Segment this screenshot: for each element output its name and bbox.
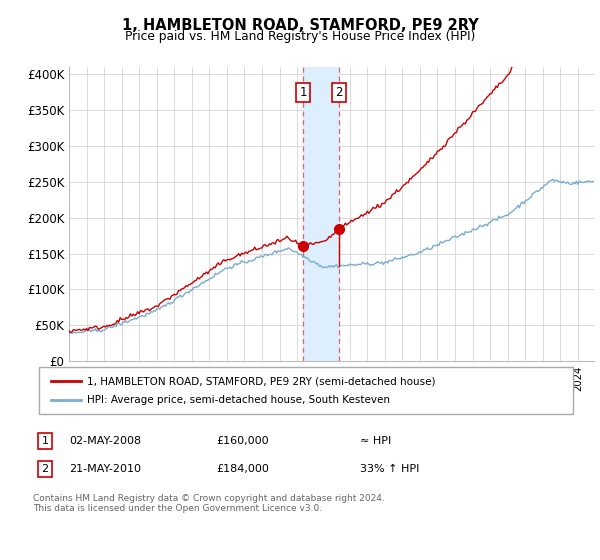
Text: 1, HAMBLETON ROAD, STAMFORD, PE9 2RY (semi-detached house): 1, HAMBLETON ROAD, STAMFORD, PE9 2RY (se…: [87, 376, 436, 386]
Text: HPI: Average price, semi-detached house, South Kesteven: HPI: Average price, semi-detached house,…: [87, 395, 390, 405]
Text: ≈ HPI: ≈ HPI: [360, 436, 391, 446]
Text: £160,000: £160,000: [216, 436, 269, 446]
Text: 2: 2: [41, 464, 49, 474]
Bar: [303, 67, 339, 361]
Text: £184,000: £184,000: [216, 464, 269, 474]
Text: 1: 1: [41, 436, 49, 446]
Text: Price paid vs. HM Land Registry's House Price Index (HPI): Price paid vs. HM Land Registry's House …: [125, 30, 475, 44]
Text: 21-MAY-2010: 21-MAY-2010: [69, 464, 141, 474]
Text: 2: 2: [335, 86, 343, 99]
Text: 1, HAMBLETON ROAD, STAMFORD, PE9 2RY: 1, HAMBLETON ROAD, STAMFORD, PE9 2RY: [122, 18, 478, 32]
Text: Contains HM Land Registry data © Crown copyright and database right 2024.
This d: Contains HM Land Registry data © Crown c…: [33, 494, 385, 514]
Text: 33% ↑ HPI: 33% ↑ HPI: [360, 464, 419, 474]
Text: 02-MAY-2008: 02-MAY-2008: [69, 436, 141, 446]
Text: 1: 1: [299, 86, 307, 99]
